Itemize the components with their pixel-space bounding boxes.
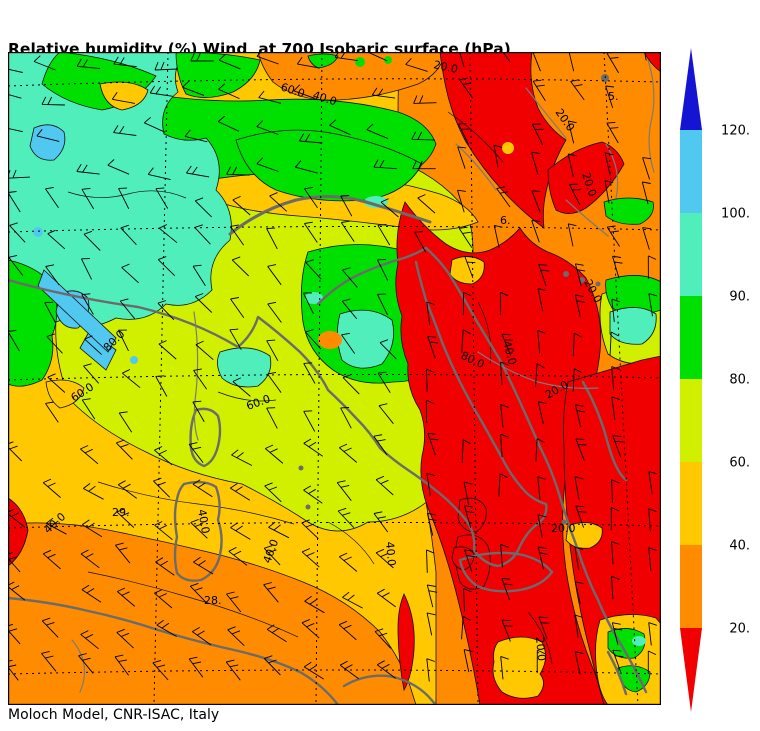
coastlines [8,59,655,705]
model-credit: Moloch Model, CNR-ISAC, Italy [8,707,220,723]
colorbar: 120. 100. 90. 80. 60. 40. 20. [680,48,750,712]
weather-map: 20.020.020.05.6.20.060.0 40.080.0 40.020.0… [8,52,661,705]
contour-texture [67,111,553,665]
contour-value-label: 5. [608,90,619,103]
contour-value-label: 29. [112,506,130,519]
contour-value-label: 40.0 [383,541,398,567]
contour-value-label: 20.0 [432,58,459,76]
map-area: 20.0 20.0 20.0 5. 6. 20.0 60.0 40.0 80.0 40.0 20.0… [8,52,661,705]
contour-value-label: 20.0 [551,522,576,535]
colorbar-tick-label: 20. [729,622,750,637]
contour-value-label: 28. [204,594,222,607]
contour-value-label: 6. [500,214,511,227]
colorbar-tick-label: 100. [721,207,750,222]
contour-value-label: 40.0 [195,508,212,534]
contour-value-label: 40.0 [500,339,519,366]
contour-value-label: 20.0 [533,636,548,662]
colorbar-tick-label: 80. [729,373,750,388]
graticule [8,52,661,705]
colorbar-tick-label: 60. [729,456,750,471]
wind-barbs [8,52,658,682]
colorbar-tick-label: 120. [721,124,750,139]
colorbar-tick-label: 90. [729,290,750,305]
colorbar-tick-label: 40. [729,539,750,554]
map-border [8,52,661,705]
